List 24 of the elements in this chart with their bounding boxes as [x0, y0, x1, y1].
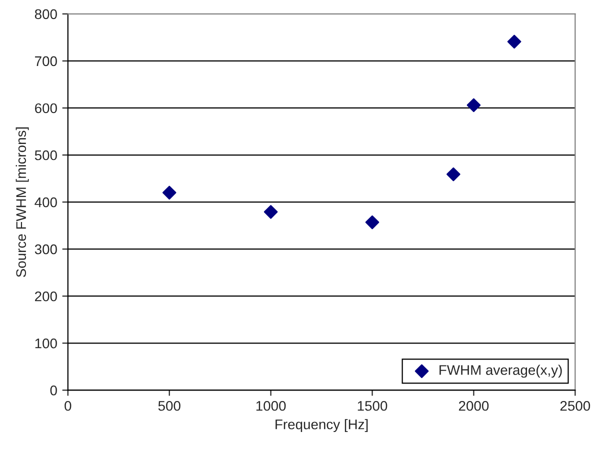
x-tick-label: 2000 [458, 400, 489, 411]
x-tick-label: 1500 [358, 400, 388, 411]
y-tick-label: 100 [35, 338, 57, 348]
point [507, 34, 522, 49]
x-tick-label: 2500 [560, 400, 590, 411]
legend-label: FWHM average(x,y) [440, 364, 562, 378]
x-axis-title: Frequency [Hz] [276, 419, 368, 432]
point [264, 205, 278, 219]
point [466, 98, 481, 112]
y-tick-label: 200 [35, 291, 57, 302]
y-tick-label: 300 [34, 244, 57, 254]
y-tick-label: 600 [35, 103, 57, 114]
point [365, 215, 380, 230]
point [162, 186, 176, 200]
x-tick-label: 0 [64, 400, 72, 411]
y-tick-label: 400 [34, 197, 57, 208]
y-axis-title: Source FWHM [microns] [16, 127, 29, 278]
y-tick-label: 500 [34, 150, 57, 160]
point [446, 167, 460, 182]
x-tick-label: 500 [158, 400, 180, 411]
y-tick-label: 700 [35, 56, 57, 66]
y-tick-label: 0 [50, 386, 57, 396]
x-tick-label: 1000 [256, 400, 286, 411]
y-tick-label: 800 [34, 9, 57, 20]
